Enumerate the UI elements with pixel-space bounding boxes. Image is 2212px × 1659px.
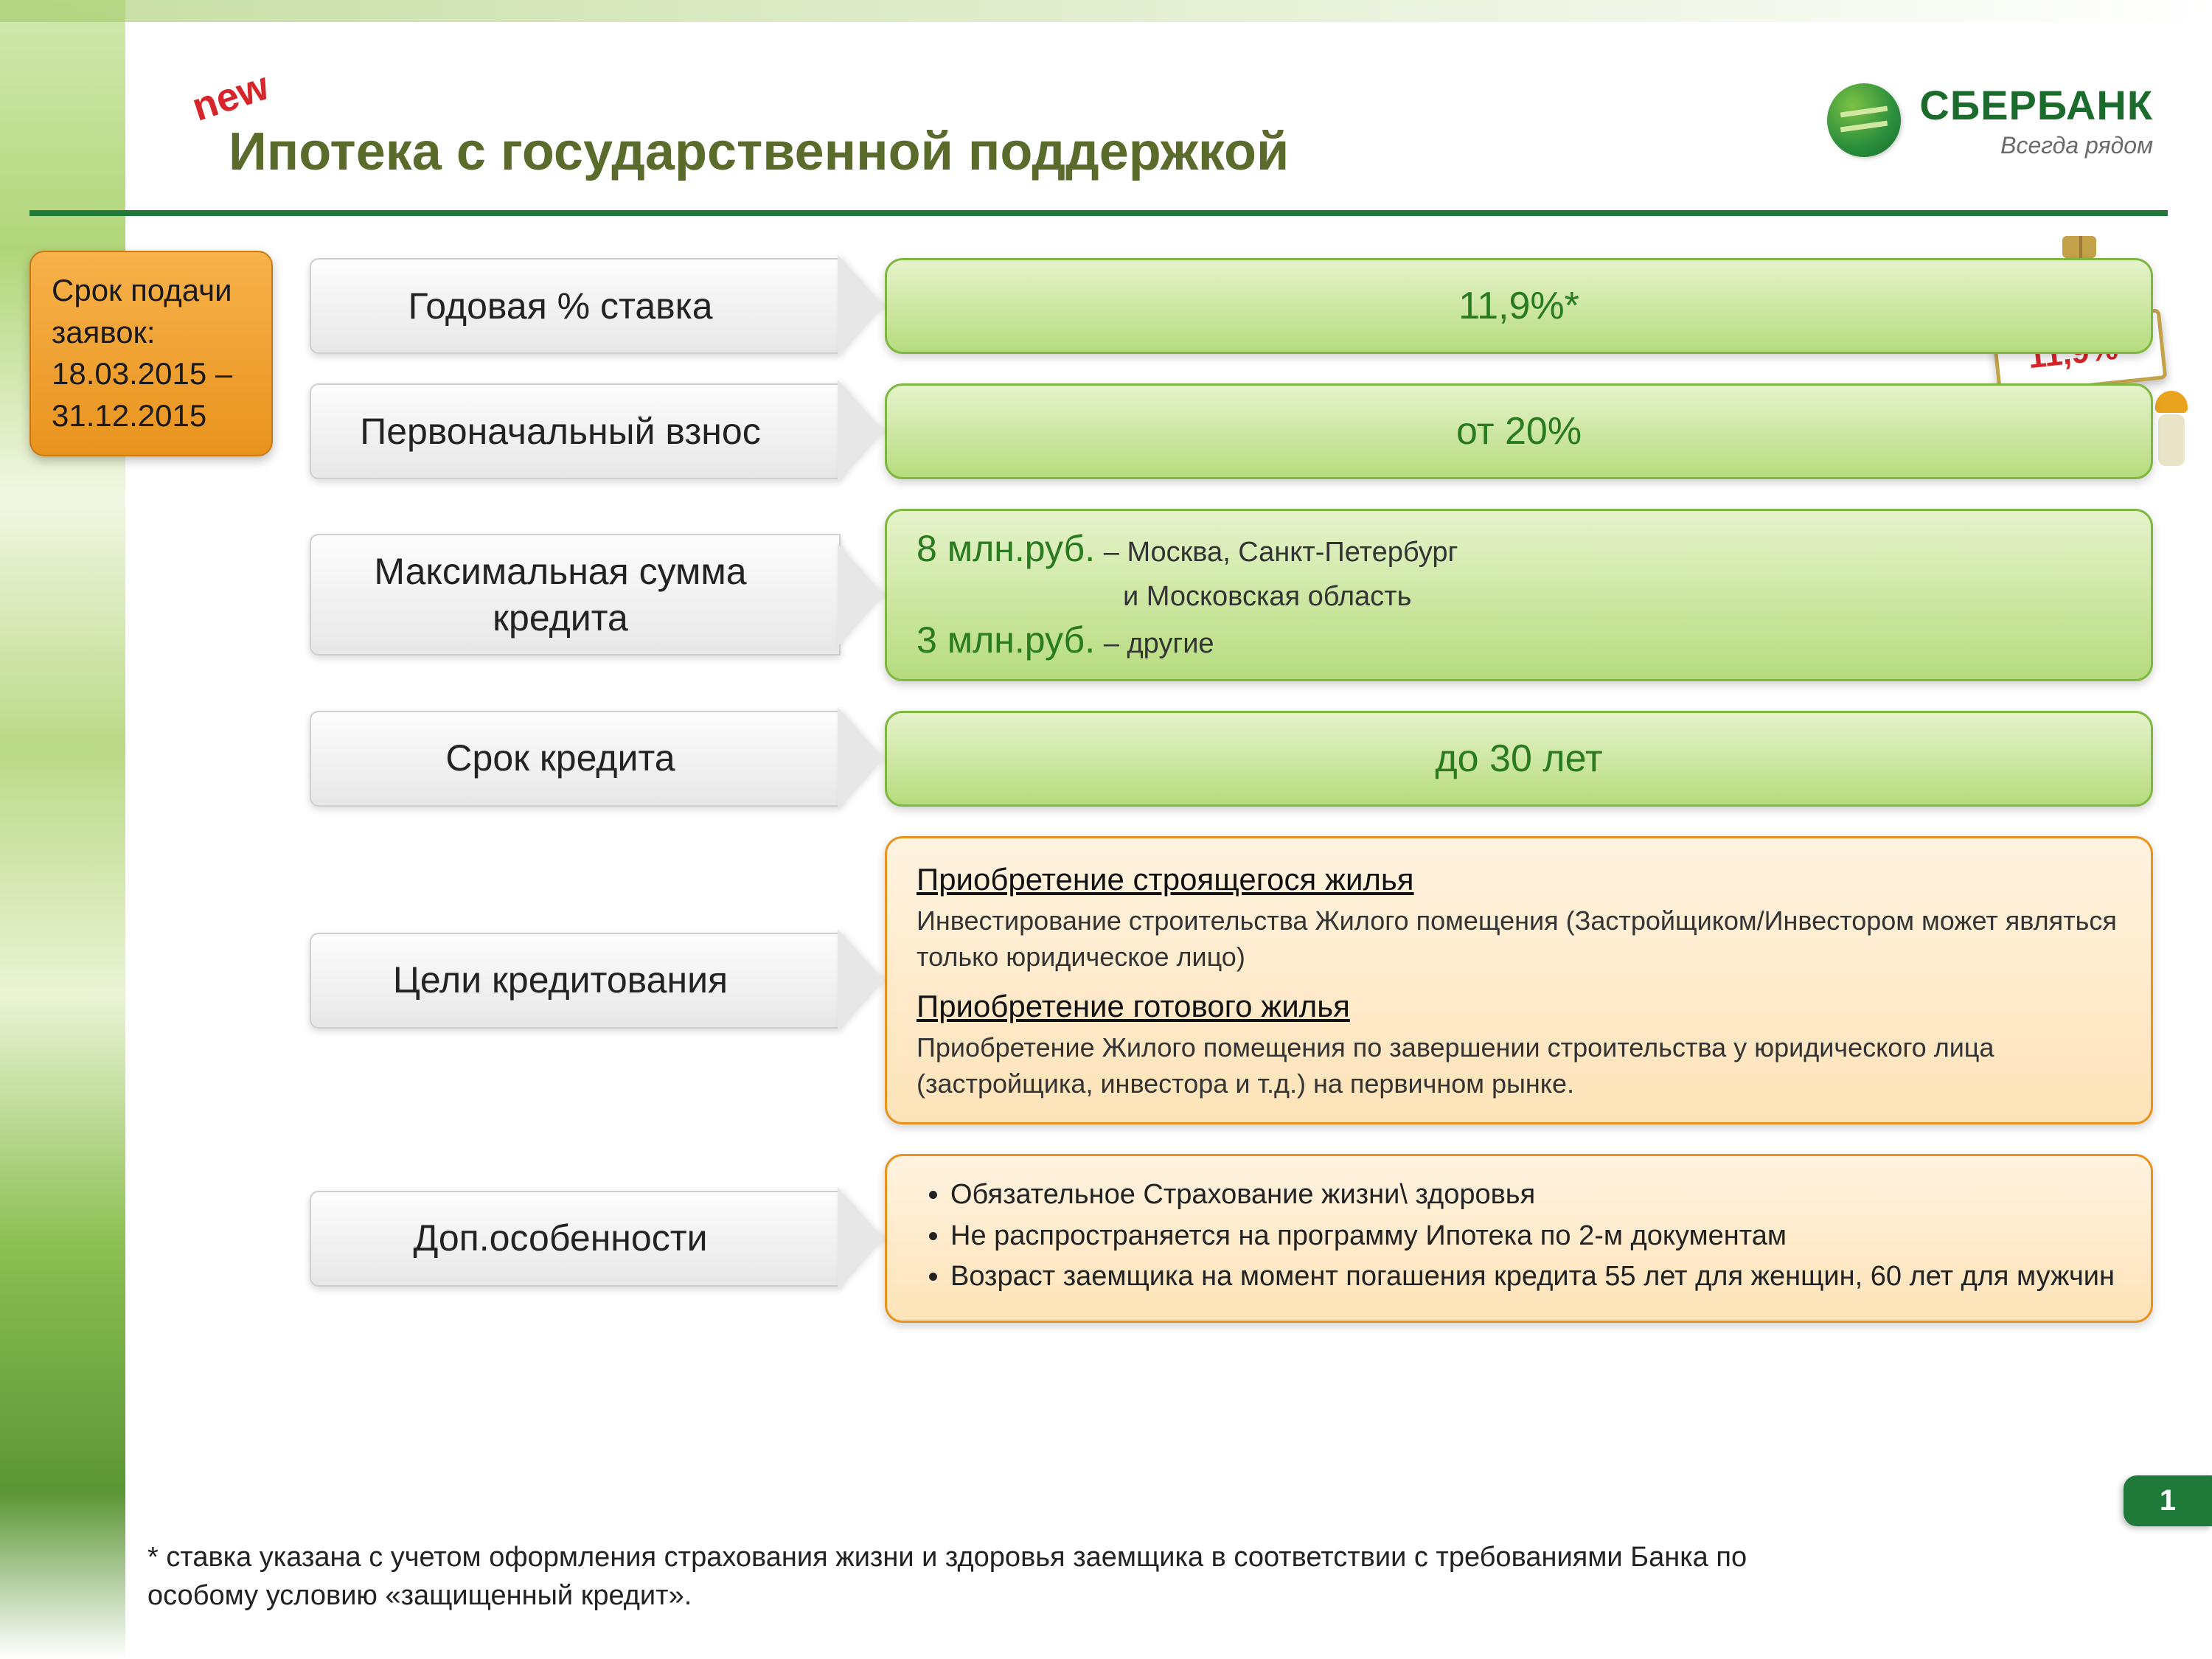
application-period-box: Срок подачи заявок: 18.03.2015 – 31.12.2… <box>29 251 273 456</box>
label-rate: Годовая % ставка <box>310 258 841 354</box>
footnote: * ставка указана с учетом оформления стр… <box>147 1539 1843 1615</box>
new-badge: new <box>187 63 274 130</box>
purpose-title-1: Приобретение строящегося жилья <box>917 859 2121 901</box>
label-purpose: Цели кредитования <box>310 933 841 1029</box>
max-amount-2: 3 млн.руб. <box>917 619 1095 661</box>
sberbank-logo-icon <box>1827 83 1901 157</box>
value-purpose: Приобретение строящегося жилья Инвестиро… <box>885 836 2153 1125</box>
max-note-1b: и Московская область <box>1123 581 1411 612</box>
row-purpose: Цели кредитования Приобретение строящего… <box>310 836 2153 1125</box>
worker-right-icon <box>2153 391 2190 472</box>
row-rate: Годовая % ставка 11,9%* <box>310 258 2153 354</box>
feature-item-1: Обязательное Страхование жизни\ здоровья <box>950 1177 2115 1213</box>
label-features: Доп.особенности <box>310 1191 841 1287</box>
feature-item-2: Не распространяется на программу Ипотека… <box>950 1218 2115 1254</box>
page-number: 1 <box>2124 1475 2212 1526</box>
purpose-title-2: Приобретение готового жилья <box>917 986 2121 1028</box>
max-amount-1: 8 млн.руб. <box>917 528 1095 569</box>
period-line1: Срок подачи <box>52 273 232 307</box>
period-line2: заявок: <box>52 315 156 349</box>
period-line4: 31.12.2015 <box>52 398 206 433</box>
max-note-2: – другие <box>1104 628 1214 659</box>
title-underline <box>29 210 2168 216</box>
brand-name: СБЕРБАНК <box>1919 81 2153 129</box>
row-down-payment: Первоначальный взнос от 20% <box>310 383 2153 479</box>
value-features: Обязательное Страхование жизни\ здоровья… <box>885 1154 2153 1322</box>
row-features: Доп.особенности Обязательное Страхование… <box>310 1154 2153 1322</box>
max-note-1: – Москва, Санкт-Петербург <box>1104 537 1458 568</box>
slide: new Ипотека с государственной поддержкой… <box>0 0 2212 1659</box>
row-term: Срок кредита до 30 лет <box>310 711 2153 807</box>
label-term: Срок кредита <box>310 711 841 807</box>
brand-text: СБЕРБАНК Всегда рядом <box>1919 81 2153 159</box>
value-max-amount: 8 млн.руб. – Москва, Санкт-Петербург и М… <box>885 509 2153 681</box>
info-rows: Годовая % ставка 11,9%* Первоначальный в… <box>310 258 2153 1352</box>
label-down-payment: Первоначальный взнос <box>310 383 841 479</box>
feature-item-3: Возраст заемщика на момент погашения кре… <box>950 1259 2115 1295</box>
purpose-body-2: Приобретение Жилого помещения по заверше… <box>917 1030 2121 1102</box>
brand-tagline: Всегда рядом <box>1919 132 2153 159</box>
row-max-amount: Максимальная сумма кредита 8 млн.руб. – … <box>310 509 2153 681</box>
features-list: Обязательное Страхование жизни\ здоровья… <box>917 1177 2115 1299</box>
purpose-body-1: Инвестирование строительства Жилого поме… <box>917 903 2121 975</box>
value-down-payment: от 20% <box>885 383 2153 479</box>
brand-logo: СБЕРБАНК Всегда рядом <box>1827 81 2153 159</box>
value-term: до 30 лет <box>885 711 2153 807</box>
side-decor-strip <box>0 0 125 1659</box>
period-line3: 18.03.2015 – <box>52 356 232 391</box>
value-rate: 11,9%* <box>885 258 2153 354</box>
label-max-amount: Максимальная сумма кредита <box>310 534 841 655</box>
page-title: Ипотека с государственной поддержкой <box>229 122 1289 182</box>
top-decor-strip <box>0 0 2212 22</box>
